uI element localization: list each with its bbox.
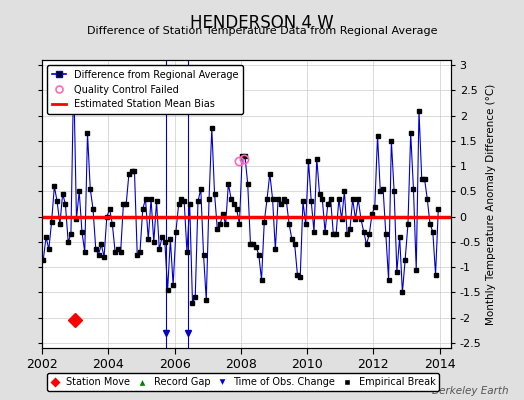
Text: Berkeley Earth: Berkeley Earth	[432, 386, 508, 396]
Text: HENDERSON 4 W: HENDERSON 4 W	[190, 14, 334, 32]
Y-axis label: Monthly Temperature Anomaly Difference (°C): Monthly Temperature Anomaly Difference (…	[486, 83, 496, 325]
Legend: Difference from Regional Average, Quality Control Failed, Estimated Station Mean: Difference from Regional Average, Qualit…	[47, 65, 243, 114]
Legend: Station Move, Record Gap, Time of Obs. Change, Empirical Break: Station Move, Record Gap, Time of Obs. C…	[47, 373, 439, 391]
Text: Difference of Station Temperature Data from Regional Average: Difference of Station Temperature Data f…	[87, 26, 437, 36]
